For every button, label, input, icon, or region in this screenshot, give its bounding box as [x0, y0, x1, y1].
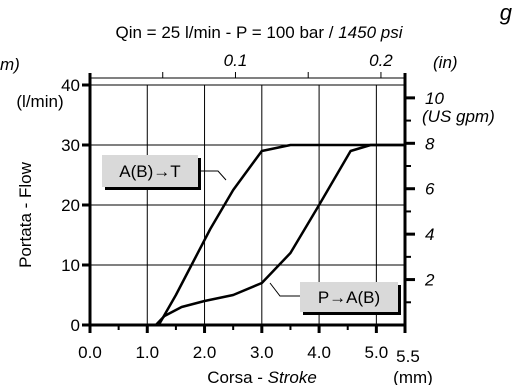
chart-title-fragment: g	[500, 0, 513, 25]
y-axis-ticks: 0 10 20 30 40	[61, 76, 90, 335]
right-tick-label: 6	[425, 180, 435, 199]
right-axis-ticks: 2 4 6 8 10	[405, 89, 444, 304]
top-axis-unit-label: (in)	[433, 53, 458, 72]
x-tick-label: 2.0	[193, 343, 217, 362]
x-tick-label: 5.0	[365, 343, 389, 362]
series-line-1	[90, 143, 405, 327]
y-axis-title: Portata - Flow	[16, 161, 35, 268]
right-axis-unit-label: (US gpm)	[422, 107, 495, 126]
right-tick-label: 4	[425, 225, 434, 244]
x-tick-label: 1.0	[135, 343, 159, 362]
y-axis-unit-label: (l/min)	[16, 92, 63, 111]
top-axis: 0.1 0.2	[162, 51, 393, 78]
series-callouts: A(B)→T P→A(B)	[102, 155, 401, 315]
x-axis-title-italic: Stroke	[268, 368, 317, 385]
y-tick-label: 30	[61, 136, 80, 155]
right-tick-label: 10	[425, 89, 444, 108]
x-axis-title: Corsa - Stroke	[207, 368, 317, 385]
chart-subtitle-main: Qin = 25 l/min - P = 100 bar /	[116, 23, 339, 42]
chart-subtitle-italic: 1450 psi	[338, 23, 403, 42]
top-axis-left-cut-label: m)	[0, 55, 20, 74]
x-axis-unit-label: (mm)	[393, 368, 433, 385]
series-label: A(B)→T	[119, 162, 180, 181]
x-tick-label: 4.0	[307, 343, 331, 362]
y-tick-label: 0	[71, 316, 80, 335]
right-tick-label: 2	[424, 271, 435, 290]
top-axis-tick-label: 0.1	[224, 51, 248, 70]
y-tick-label: 10	[61, 256, 80, 275]
x-tick-label: 3.0	[250, 343, 274, 362]
series-line-2	[154, 143, 405, 326]
x-axis-ticks: 0.0 1.0 2.0 3.0 4.0 5.0 5.5	[78, 325, 420, 366]
right-tick-label: 8	[425, 134, 435, 153]
top-axis-tick-label: 0.2	[369, 51, 393, 70]
x-tick-label: 0.0	[78, 343, 102, 362]
callout-leader	[198, 170, 227, 181]
chart-series	[90, 143, 405, 327]
callout-box	[300, 282, 398, 312]
callout-leader	[269, 282, 300, 297]
chart-subtitle: Qin = 25 l/min - P = 100 bar / 1450 psi	[116, 23, 404, 42]
series-label: P→A(B)	[318, 288, 380, 307]
y-tick-label: 40	[61, 76, 80, 95]
y-tick-label: 20	[61, 196, 80, 215]
x-axis-title-main: Corsa -	[207, 368, 267, 385]
x-tick-label: 5.5	[396, 347, 420, 366]
callout-box	[102, 155, 198, 187]
